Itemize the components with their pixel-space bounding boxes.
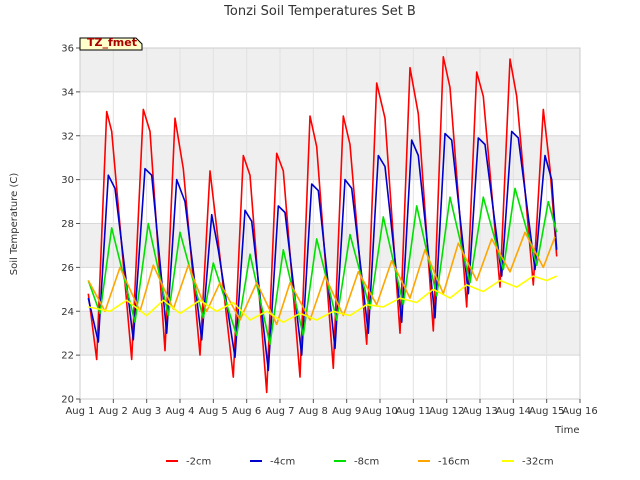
x-axis-title: Time xyxy=(554,425,579,436)
x-tick-label: Aug 3 xyxy=(132,406,161,417)
x-tick-label: Aug 8 xyxy=(299,406,328,417)
x-tick-label: Aug 16 xyxy=(562,406,597,417)
x-tick-label: Aug 13 xyxy=(462,406,497,417)
site-tag-box xyxy=(79,37,143,51)
series-line-minus-4cm xyxy=(87,130,558,372)
series-line-minus-32cm xyxy=(88,275,558,323)
plot-band xyxy=(80,48,580,92)
x-tick-label: Aug 7 xyxy=(265,406,294,417)
series-lines xyxy=(87,56,558,394)
x-tick-label: Aug 2 xyxy=(99,406,128,417)
x-tick-label: Aug 5 xyxy=(199,406,228,417)
y-tick-label: 26 xyxy=(61,263,74,274)
legend-label: -2cm xyxy=(186,457,211,468)
chart-title: Tonzi Soil Temperatures Set B xyxy=(223,4,416,19)
y-tick-label: 32 xyxy=(61,131,74,142)
x-tick-label: Aug 12 xyxy=(429,406,464,417)
x-tick-label: Aug 15 xyxy=(529,406,564,417)
x-tick-label: Aug 1 xyxy=(65,406,94,417)
axes: 20 22 24 26 28 30 32 34 36 Aug 1 Aug 2 Aug 3 Aug 4 Au… xyxy=(61,44,597,418)
y-tick-label: 20 xyxy=(61,395,74,406)
x-tick-label: Aug 6 xyxy=(232,406,261,417)
x-tick-label: Aug 9 xyxy=(332,406,361,417)
x-tick-label: Aug 11 xyxy=(396,406,431,417)
series-line-minus-16cm xyxy=(87,231,556,326)
y-tick-label: 28 xyxy=(61,219,74,230)
y-tick-label: 36 xyxy=(61,44,74,55)
legend-label: -8cm xyxy=(354,457,379,468)
x-tick-label: Aug 4 xyxy=(165,406,194,417)
y-tick-label: 22 xyxy=(61,351,74,362)
site-tag-label: TZ_fmet xyxy=(87,36,137,49)
y-tick-label: 34 xyxy=(61,87,74,98)
legend: -2cm -4cm -8cm -16cm -32cm xyxy=(166,457,554,468)
x-tick-label: Aug 14 xyxy=(496,406,531,417)
x-tick-label: Aug 10 xyxy=(362,406,397,417)
site-tag: TZ_fmet xyxy=(79,36,143,51)
plot-band xyxy=(80,135,580,180)
y-tick-label: 24 xyxy=(61,307,74,318)
y-axis-title: Soil Temperature (C) xyxy=(9,173,20,276)
legend-label: -4cm xyxy=(270,457,295,468)
y-tick-label: 30 xyxy=(61,175,74,186)
legend-label: -16cm xyxy=(438,457,470,468)
legend-label: -32cm xyxy=(522,457,554,468)
